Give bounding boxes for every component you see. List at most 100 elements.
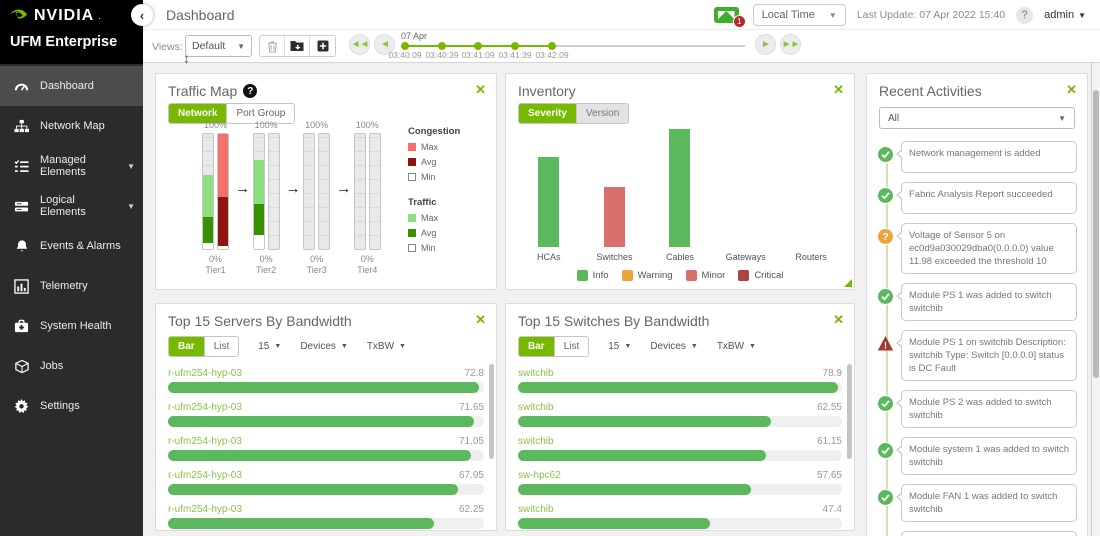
device-name-link[interactable]: sw-hpc62 bbox=[518, 470, 561, 481]
page-scrollbar[interactable] bbox=[1091, 63, 1100, 536]
activities-filter-select[interactable]: All ▼ bbox=[879, 107, 1075, 129]
device-name-link[interactable]: switchib bbox=[518, 368, 554, 379]
activity-card[interactable]: Module PS 1 was added to switch switchib bbox=[901, 283, 1077, 321]
timeline-tick-label: 03:40:09 bbox=[388, 50, 422, 60]
tier-label: 0% Tier2 bbox=[256, 254, 277, 275]
timeline-dot[interactable] bbox=[474, 42, 482, 50]
activity-card[interactable]: Module FAN 2 was added to switch switchi… bbox=[901, 531, 1077, 536]
sidebar-item-network-map[interactable]: Network Map bbox=[0, 106, 143, 146]
bandwidth-row: r-ufm254-hyp-03 62.25 bbox=[168, 503, 484, 529]
device-name-link[interactable]: r-ufm254-hyp-03 bbox=[168, 470, 242, 481]
check-status-icon bbox=[877, 288, 894, 305]
timezone-select[interactable]: Local Time ▼ bbox=[752, 4, 846, 26]
bandwidth-row: switchib 62.55 bbox=[518, 401, 842, 427]
bandwidth-bar-fill bbox=[518, 518, 710, 529]
sidebar-item-logical-elements[interactable]: Logical Elements ▼ bbox=[0, 186, 143, 226]
delete-view-button[interactable] bbox=[260, 36, 285, 56]
activity-card[interactable]: Module FAN 1 was added to switch switchi… bbox=[901, 484, 1077, 522]
tab-port-group[interactable]: Port Group bbox=[227, 104, 295, 123]
bandwidth-bar-fill bbox=[518, 484, 752, 495]
tab-list[interactable]: List bbox=[554, 337, 589, 356]
help-icon[interactable]: ? bbox=[243, 84, 258, 98]
activity-card[interactable]: Module PS 1 on switchib Description: swi… bbox=[901, 330, 1077, 381]
scrollbar-thumb[interactable] bbox=[847, 364, 852, 459]
sidebar-item-label: Logical Elements bbox=[40, 194, 86, 218]
views-select[interactable]: Default ▼ bbox=[185, 35, 252, 57]
device-name-link[interactable]: r-ufm254-hyp-03 bbox=[168, 436, 242, 447]
product-name: UFM Enterprise bbox=[10, 34, 118, 50]
help-button[interactable]: ? bbox=[1016, 6, 1034, 24]
sidebar-item-label: Managed Elements bbox=[40, 154, 86, 178]
device-name-link[interactable]: switchib bbox=[518, 402, 554, 413]
legend-item: Minor bbox=[685, 270, 725, 281]
notifications-button[interactable]: 1 bbox=[713, 6, 746, 28]
panel-resize-handle[interactable] bbox=[844, 279, 852, 287]
type-select[interactable]: Devices ▼ bbox=[300, 341, 348, 352]
sidebar-item-managed-elements[interactable]: Managed Elements ▼ bbox=[0, 146, 143, 186]
brand-trademark: . bbox=[98, 11, 101, 21]
sidebar-item-telemetry[interactable]: Telemetry bbox=[0, 266, 143, 306]
cube-icon bbox=[14, 359, 29, 374]
tier-max-label: 100% bbox=[203, 120, 228, 130]
inventory-bar[interactable] bbox=[669, 129, 691, 247]
metric-select[interactable]: TxBW ▼ bbox=[366, 341, 406, 352]
legend-title-traffic: Traffic bbox=[408, 197, 437, 208]
tab-severity[interactable]: Severity bbox=[519, 104, 577, 123]
activity-card[interactable]: Module system 1 was added to switch swit… bbox=[901, 437, 1077, 475]
timeline-next-button[interactable]: ► bbox=[755, 34, 776, 55]
add-view-button[interactable] bbox=[310, 36, 335, 56]
close-icon[interactable]: ✕ bbox=[475, 82, 486, 97]
sidebar-item-jobs[interactable]: Jobs bbox=[0, 346, 143, 386]
count-select[interactable]: 15 ▼ bbox=[608, 341, 632, 352]
timeline-dot[interactable] bbox=[548, 42, 556, 50]
count-select[interactable]: 15 ▼ bbox=[258, 341, 282, 352]
timeline-last-button[interactable]: ►► bbox=[780, 34, 801, 55]
tab-version[interactable]: Version bbox=[576, 104, 629, 123]
scrollbar-thumb[interactable] bbox=[489, 364, 494, 459]
inventory-bar[interactable] bbox=[603, 186, 625, 247]
close-icon[interactable]: ✕ bbox=[1066, 82, 1077, 97]
open-view-button[interactable] bbox=[285, 36, 310, 56]
tier-group: 100% 0% Tier3 bbox=[303, 120, 331, 276]
tab-bar[interactable]: Bar bbox=[169, 337, 205, 356]
device-name-link[interactable]: r-ufm254-hyp-03 bbox=[168, 504, 242, 515]
timeline-dot[interactable] bbox=[401, 42, 409, 50]
activity-card[interactable]: Voltage of Sensor 5 on ec0d9a030029dba0(… bbox=[901, 223, 1077, 274]
timeline-track[interactable] bbox=[552, 45, 745, 47]
activity-card[interactable]: Fabric Analysis Report succeeded bbox=[901, 182, 1077, 214]
sidebar-item-settings[interactable]: Settings bbox=[0, 386, 143, 426]
device-name-link[interactable]: switchib bbox=[518, 504, 554, 515]
folder-open-icon bbox=[290, 41, 304, 51]
timeline-dot[interactable] bbox=[511, 42, 519, 50]
type-select[interactable]: Devices ▼ bbox=[650, 341, 698, 352]
close-icon[interactable]: ✕ bbox=[833, 312, 844, 327]
activity-card[interactable]: Network management is added bbox=[901, 141, 1077, 173]
sidebar-item-system-health[interactable]: System Health bbox=[0, 306, 143, 346]
legend-item: Max bbox=[408, 142, 488, 152]
device-name-link[interactable]: switchib bbox=[518, 436, 554, 447]
traffic-map-panel: Traffic Map ? ✕ Network Port Group 100% … bbox=[155, 73, 497, 290]
device-name-link[interactable]: r-ufm254-hyp-03 bbox=[168, 368, 242, 379]
sidebar-item-events-alarms[interactable]: Events & Alarms bbox=[0, 226, 143, 266]
tab-bar[interactable]: Bar bbox=[519, 337, 555, 356]
user-menu[interactable]: admin ▼ bbox=[1044, 9, 1086, 21]
device-name-link[interactable]: r-ufm254-hyp-03 bbox=[168, 402, 242, 413]
bandwidth-bar-fill bbox=[518, 416, 772, 427]
close-icon[interactable]: ✕ bbox=[833, 82, 844, 97]
metric-select[interactable]: TxBW ▼ bbox=[716, 341, 756, 352]
timeline-dot[interactable] bbox=[438, 42, 446, 50]
scrollbar-thumb[interactable] bbox=[1093, 90, 1099, 378]
inventory-bar[interactable] bbox=[538, 157, 560, 247]
sidebar-collapse-button[interactable]: ‹ bbox=[131, 4, 153, 26]
timeline-first-button[interactable]: ◄◄ bbox=[349, 34, 370, 55]
close-icon[interactable]: ✕ bbox=[475, 312, 486, 327]
timeline-date-label: 07 Apr bbox=[401, 31, 428, 41]
sidebar-item-dashboard[interactable]: Dashboard bbox=[0, 66, 143, 106]
timeline-prev-button[interactable]: ◄ bbox=[374, 34, 395, 55]
tab-network[interactable]: Network bbox=[169, 104, 228, 123]
bandwidth-value: 78.9 bbox=[822, 368, 842, 379]
svg-text:!: ! bbox=[884, 341, 887, 351]
activity-card[interactable]: Module PS 2 was added to switch switchib bbox=[901, 390, 1077, 428]
bandwidth-value: 71.05 bbox=[458, 436, 484, 447]
tab-list[interactable]: List bbox=[204, 337, 239, 356]
